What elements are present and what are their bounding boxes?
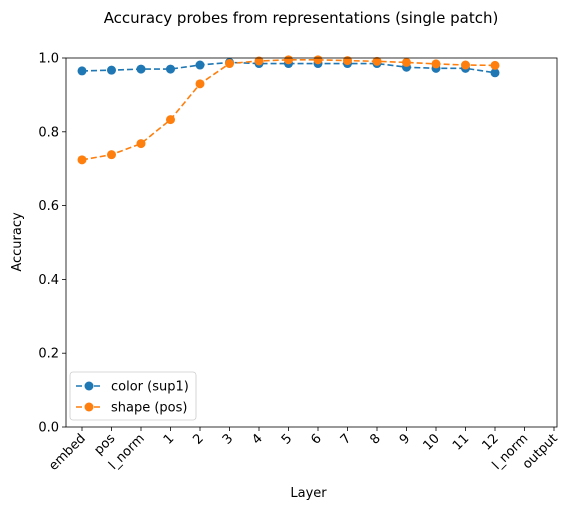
data-point <box>107 65 116 75</box>
x-tick-label: 12 <box>480 431 502 453</box>
x-tick-label: 11 <box>450 431 472 453</box>
chart-title: Accuracy probes from representations (si… <box>104 9 499 27</box>
data-point <box>166 64 175 74</box>
series-1 <box>77 55 500 165</box>
y-tick-label: 1.0 <box>38 52 59 67</box>
data-point <box>195 60 205 70</box>
y-tick-label: 0.0 <box>38 421 59 436</box>
x-axis-label: Layer <box>290 486 327 501</box>
x-tick-label: 8 <box>367 431 383 447</box>
y-tick-label: 0.8 <box>38 125 59 140</box>
y-tick-label: 0.2 <box>38 347 59 362</box>
data-point <box>195 79 205 89</box>
legend-label: color (sup1) <box>111 380 189 395</box>
legend: color (sup1) shape (pos) <box>69 371 197 421</box>
data-point <box>461 60 470 70</box>
legend-item: color (sup1) <box>76 380 189 395</box>
data-point <box>77 155 87 165</box>
x-tick-label: 5 <box>279 431 295 447</box>
data-point <box>254 56 264 66</box>
x-tick-label: 1 <box>161 431 177 447</box>
legend-swatch-marker <box>84 381 94 391</box>
data-point <box>77 66 87 76</box>
legend-item: shape (pos) <box>76 401 187 416</box>
data-point <box>490 68 500 78</box>
data-point <box>431 59 441 69</box>
data-point <box>166 115 175 125</box>
data-point <box>490 60 500 70</box>
legend-swatch-marker <box>84 402 94 412</box>
x-tick-label: embed <box>46 431 89 474</box>
plot-frame <box>65 57 558 428</box>
x-tick-label: 6 <box>308 431 324 447</box>
series-layer <box>77 55 500 165</box>
x-tick-label: 7 <box>338 431 354 447</box>
data-point <box>372 56 382 66</box>
data-point <box>284 55 293 65</box>
y-tick-label: 0.6 <box>38 199 59 214</box>
x-tick-label: 3 <box>220 431 236 447</box>
data-point <box>136 64 146 74</box>
x-tick-label: 10 <box>421 431 443 453</box>
x-tick-label: 9 <box>397 431 413 447</box>
data-point <box>313 55 323 65</box>
series-line <box>81 61 496 74</box>
y-tick-label: 0.4 <box>38 273 59 288</box>
x-tick-label: 2 <box>190 431 206 447</box>
data-point <box>136 139 146 149</box>
data-point <box>225 59 234 69</box>
series-line <box>81 59 496 161</box>
data-point <box>402 57 411 67</box>
legend-label: shape (pos) <box>111 401 187 416</box>
data-point <box>343 56 352 66</box>
legend-frame <box>69 371 197 421</box>
data-point <box>107 150 116 160</box>
x-tick-label: 4 <box>249 431 265 447</box>
y-axis-label: Accuracy <box>10 212 25 272</box>
